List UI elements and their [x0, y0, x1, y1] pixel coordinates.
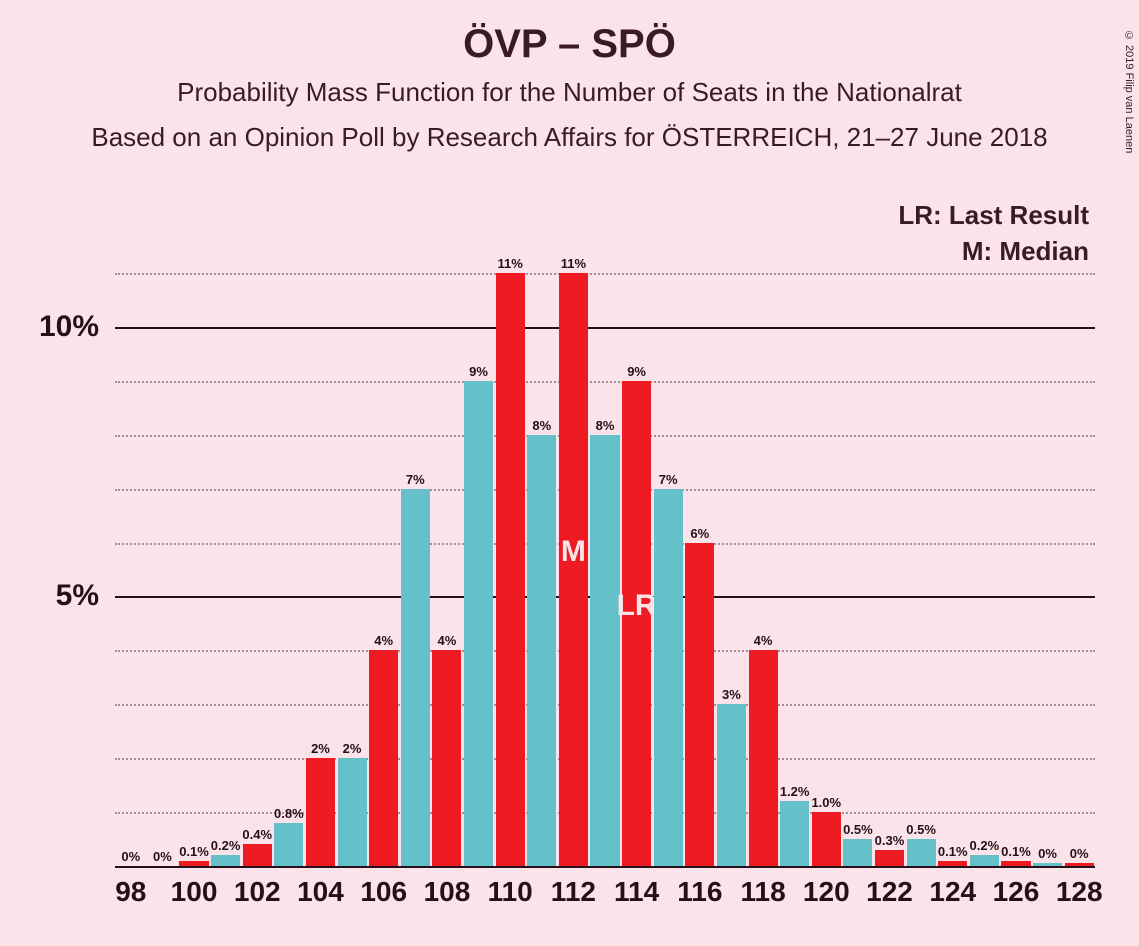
bar-value-label: 9% [627, 364, 646, 379]
bar: 0.8% [274, 823, 303, 866]
bar-value-label: 1.2% [780, 784, 810, 799]
bar-value-label: 0.3% [875, 833, 905, 848]
bar: 0% [1033, 863, 1062, 866]
bar: 4% [369, 650, 398, 866]
bar: 1.0% [812, 812, 841, 866]
bar-value-label: 6% [690, 526, 709, 541]
bar: 11% [496, 273, 525, 866]
bar: 0.5% [907, 839, 936, 866]
x-tick-label: 98 [115, 876, 146, 908]
x-tick-label: 118 [740, 876, 785, 908]
x-tick-label: 122 [866, 876, 913, 908]
x-tick-label: 102 [234, 876, 281, 908]
bar-value-label: 0% [153, 849, 172, 864]
bar: 0.2% [970, 855, 999, 866]
bar: 0.3% [875, 850, 904, 866]
bar: 0.5% [843, 839, 872, 866]
bar-value-label: 0.2% [211, 838, 241, 853]
bar-value-label: 8% [596, 418, 615, 433]
bar-value-label: 0.1% [179, 844, 209, 859]
axis-baseline [115, 866, 1095, 868]
bar-value-label: 0.1% [1001, 844, 1031, 859]
bar-value-label: 11% [497, 256, 522, 271]
bar-value-label: 0.8% [274, 806, 304, 821]
bar-value-label: 4% [438, 633, 457, 648]
x-tick-label: 120 [803, 876, 850, 908]
bar: 8% [527, 435, 556, 866]
bar-value-label: 2% [343, 741, 362, 756]
bar: 11%M [559, 273, 588, 866]
bar: 4% [432, 650, 461, 866]
x-tick-label: 124 [929, 876, 976, 908]
bar: 0.4% [243, 844, 272, 866]
bar-annotation: M [561, 535, 586, 569]
bars-layer: 0%0%0.1%0.2%0.4%0.8%2%2%4%7%4%9%11%8%11%… [115, 246, 1095, 866]
bar-value-label: 3% [722, 687, 741, 702]
bar-value-label: 1.0% [811, 795, 841, 810]
chart-title: ÖVP – SPÖ [0, 22, 1139, 67]
x-tick-label: 128 [1056, 876, 1103, 908]
bar: 4% [749, 650, 778, 866]
legend-lr: LR: Last Result [898, 200, 1089, 231]
x-tick-label: 126 [993, 876, 1040, 908]
bar-value-label: 0% [1070, 846, 1089, 861]
bar: 3% [717, 704, 746, 866]
x-tick-label: 100 [171, 876, 218, 908]
bar: 7% [401, 489, 430, 866]
chart-plot-area: 0%0%0.1%0.2%0.4%0.8%2%2%4%7%4%9%11%8%11%… [115, 246, 1095, 866]
bar-value-label: 4% [754, 633, 773, 648]
bar-value-label: 0.5% [843, 822, 873, 837]
bar: 2% [338, 758, 367, 866]
bar-value-label: 0.2% [970, 838, 1000, 853]
bar-value-label: 11% [561, 256, 586, 271]
x-tick-label: 108 [424, 876, 471, 908]
x-tick-label: 110 [488, 876, 533, 908]
copyright-notice: © 2019 Filip van Laenen [1123, 30, 1135, 153]
bar: 9%LR [622, 381, 651, 866]
bar-value-label: 0.1% [938, 844, 968, 859]
x-tick-label: 112 [551, 876, 596, 908]
bar: 0.1% [938, 861, 967, 866]
bar-value-label: 0% [121, 849, 140, 864]
x-tick-label: 104 [297, 876, 344, 908]
bar-value-label: 7% [659, 472, 678, 487]
bar-value-label: 2% [311, 741, 330, 756]
bar: 0.1% [1001, 861, 1030, 866]
bar-value-label: 9% [469, 364, 488, 379]
bar: 9% [464, 381, 493, 866]
bar: 1.2% [780, 801, 809, 866]
bar: 2% [306, 758, 335, 866]
bar-value-label: 4% [374, 633, 393, 648]
bar: 0.2% [211, 855, 240, 866]
x-tick-label: 114 [614, 876, 659, 908]
bar: 8% [590, 435, 619, 866]
bar-value-label: 8% [532, 418, 551, 433]
bar: 0% [1065, 863, 1094, 866]
x-tick-label: 106 [360, 876, 407, 908]
bar: 0.1% [179, 861, 208, 866]
chart-subtitle-1: Probability Mass Function for the Number… [0, 77, 1139, 108]
y-tick-label: 5% [56, 579, 99, 613]
chart-subtitle-2: Based on an Opinion Poll by Research Aff… [0, 122, 1139, 153]
bar: 6% [685, 543, 714, 866]
bar-annotation: LR [617, 589, 657, 623]
bar-value-label: 0.5% [906, 822, 936, 837]
bar: 7% [654, 489, 683, 866]
bar-value-label: 7% [406, 472, 425, 487]
y-tick-label: 10% [39, 310, 99, 344]
bar-value-label: 0.4% [242, 827, 272, 842]
bar-value-label: 0% [1038, 846, 1057, 861]
x-tick-label: 116 [677, 876, 722, 908]
